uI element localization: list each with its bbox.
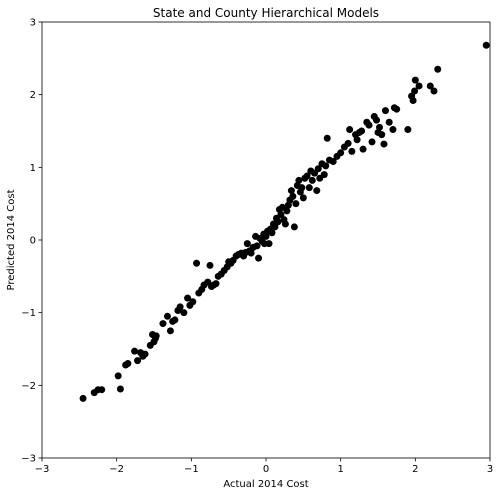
data-point-120 xyxy=(378,131,386,139)
data-point-119 xyxy=(375,123,383,131)
data-point-121 xyxy=(380,140,388,148)
data-point-0 xyxy=(79,394,87,402)
x-tick-label-6: 3 xyxy=(487,464,493,475)
data-point-37 xyxy=(212,280,220,288)
data-point-9 xyxy=(134,357,142,365)
data-point-3 xyxy=(98,386,106,394)
data-point-133 xyxy=(426,82,434,90)
x-axis-ticks: −3 −2 −1 0 1 2 3 xyxy=(35,458,493,475)
x-tick-label-3: 0 xyxy=(263,464,269,475)
x-tick-label-2: −1 xyxy=(184,464,199,475)
data-point-63 xyxy=(265,240,273,248)
data-point-124 xyxy=(389,126,397,134)
data-point-65 xyxy=(268,229,276,237)
y-tick-label-5: 2 xyxy=(30,90,36,101)
data-point-18 xyxy=(159,320,167,328)
data-point-123 xyxy=(385,118,393,126)
data-point-89 xyxy=(305,184,313,192)
data-point-79 xyxy=(289,192,297,200)
data-point-8 xyxy=(131,347,139,355)
data-point-69 xyxy=(274,218,282,226)
data-point-103 xyxy=(337,149,345,157)
data-point-129 xyxy=(409,96,417,104)
data-point-91 xyxy=(308,176,316,184)
y-axis-ticks: −3 −2 −1 0 1 2 3 xyxy=(21,18,42,465)
data-point-131 xyxy=(411,76,419,84)
data-point-112 xyxy=(359,145,367,153)
data-point-52 xyxy=(247,249,255,257)
data-point-7 xyxy=(124,360,132,368)
data-point-111 xyxy=(358,127,366,135)
data-point-126 xyxy=(393,105,401,113)
x-tick-label-0: −3 xyxy=(35,464,50,475)
data-point-114 xyxy=(365,121,373,129)
data-point-12 xyxy=(141,350,149,358)
data-point-94 xyxy=(314,165,322,173)
data-point-28 xyxy=(189,298,197,306)
data-point-50 xyxy=(243,240,251,248)
x-tick-label-1: −2 xyxy=(109,464,124,475)
data-point-134 xyxy=(430,87,438,95)
data-point-22 xyxy=(171,316,179,324)
data-point-56 xyxy=(255,254,263,262)
data-point-26 xyxy=(184,294,192,302)
points-layer xyxy=(79,41,490,402)
y-tick-label-4: 1 xyxy=(30,163,36,174)
data-point-93 xyxy=(313,187,321,195)
y-tick-label-3: 0 xyxy=(30,236,36,247)
data-point-106 xyxy=(346,126,354,134)
data-point-105 xyxy=(344,139,352,147)
data-point-135 xyxy=(434,65,442,73)
data-point-20 xyxy=(166,327,174,335)
plot-area-frame xyxy=(41,21,491,459)
data-point-19 xyxy=(163,312,171,320)
y-tick-label-6: 3 xyxy=(30,18,36,29)
data-point-101 xyxy=(329,158,337,166)
data-point-107 xyxy=(348,147,356,155)
data-point-29 xyxy=(193,259,201,267)
data-point-55 xyxy=(253,242,261,250)
data-point-86 xyxy=(299,194,307,202)
data-point-127 xyxy=(404,126,412,134)
data-point-78 xyxy=(287,187,295,195)
data-point-98 xyxy=(322,162,330,170)
chart-title: State and County Hierarchical Models xyxy=(153,6,379,20)
data-point-71 xyxy=(277,211,285,219)
data-point-99 xyxy=(323,134,331,142)
data-point-80 xyxy=(290,223,298,231)
data-point-75 xyxy=(283,207,291,215)
y-tick-label-2: −1 xyxy=(21,308,36,319)
data-point-109 xyxy=(353,136,361,144)
data-point-88 xyxy=(303,172,311,180)
data-point-25 xyxy=(180,309,188,317)
data-point-115 xyxy=(368,138,376,146)
data-point-122 xyxy=(381,107,389,115)
data-point-81 xyxy=(292,200,300,208)
data-point-4 xyxy=(114,372,122,380)
data-point-130 xyxy=(411,87,419,95)
data-point-17 xyxy=(152,332,160,340)
data-point-117 xyxy=(373,116,381,124)
data-point-132 xyxy=(415,82,423,90)
x-tick-label-4: 1 xyxy=(337,464,343,475)
data-point-34 xyxy=(206,261,214,269)
data-point-24 xyxy=(176,303,184,311)
y-axis-title: Predicted 2014 Cost xyxy=(6,189,17,290)
data-point-136 xyxy=(482,41,490,49)
y-tick-label-1: −2 xyxy=(21,381,36,392)
x-axis-title: Actual 2014 Cost xyxy=(223,479,308,490)
data-point-97 xyxy=(320,171,328,179)
data-point-67 xyxy=(271,223,279,231)
data-point-74 xyxy=(281,220,289,228)
data-point-85 xyxy=(298,184,306,192)
data-point-83 xyxy=(295,176,303,184)
y-tick-label-0: −3 xyxy=(21,454,36,465)
data-point-5 xyxy=(116,385,124,393)
x-tick-label-5: 2 xyxy=(412,464,418,475)
